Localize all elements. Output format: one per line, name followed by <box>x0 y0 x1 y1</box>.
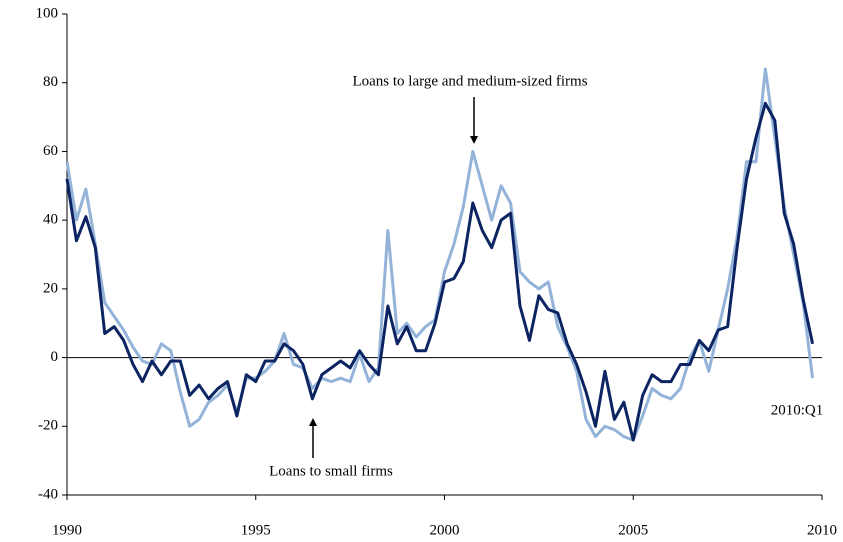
y-tick-label: 0 <box>51 349 59 365</box>
annotation: Loans to small firms <box>269 463 393 479</box>
annotation: Loans to large and medium-sized firms <box>352 73 587 89</box>
annotation: 2010:Q1 <box>771 402 824 418</box>
y-tick-label: -20 <box>38 418 58 434</box>
x-tick-label: 1995 <box>241 522 271 538</box>
series-line <box>65 67 815 442</box>
y-tick-label: 100 <box>36 5 59 21</box>
x-tick-label: 2005 <box>618 522 648 538</box>
x-tick-label: 2010 <box>807 522 837 538</box>
x-tick-label: 1990 <box>52 522 82 538</box>
series-line <box>65 101 815 442</box>
y-tick-label: 40 <box>43 212 58 228</box>
y-tick-label: 20 <box>43 280 58 296</box>
y-tick-label: 60 <box>43 143 58 159</box>
x-tick-label: 2000 <box>430 522 460 538</box>
y-tick-label: 80 <box>43 74 58 90</box>
y-tick-label: -40 <box>38 486 58 502</box>
